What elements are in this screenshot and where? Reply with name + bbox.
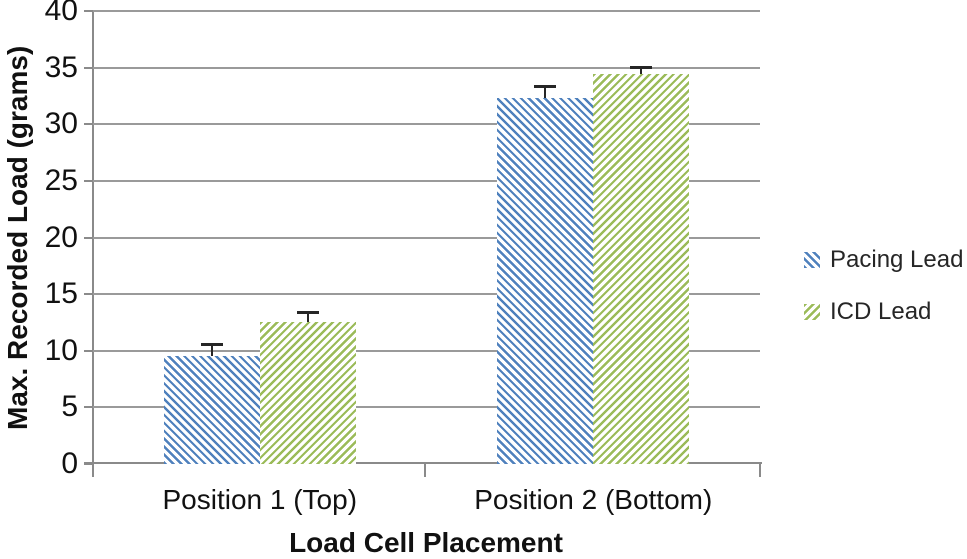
bar-pacing-lead-cat2 [497,98,594,464]
error-bar-line [210,345,213,357]
gridline-15 [93,293,760,296]
pacing-lead-hatch-swatch-icon [804,252,820,268]
y-tick-label-0: 0 [61,447,78,480]
error-bar-cap [630,65,653,69]
gridline-20 [93,236,760,239]
y-axis-tick-20 [84,236,93,239]
y-axis-tick-10 [84,349,93,352]
y-axis-tick-40 [84,10,93,12]
gridline-10 [93,349,760,352]
error-bar-cap [296,311,319,315]
icd-lead-hatch-swatch-icon [804,304,820,320]
y-axis-tick-0 [84,463,93,465]
y-axis-tick-15 [84,293,93,296]
error-bar-cap [534,84,557,88]
y-axis-tick-25 [84,179,93,182]
legend-label-pacing-lead: Pacing Lead [830,246,964,273]
y-tick-label-20: 20 [44,220,78,254]
gridline-30 [93,123,760,126]
legend-label-icd-lead: ICD Lead [830,298,932,325]
error-bar-cap [200,343,223,347]
x-axis-tick-middle [424,464,426,477]
gridline-5 [93,406,760,409]
x-axis-title: Load Cell Placement [289,527,563,558]
y-tick-label-15: 15 [44,277,78,311]
y-axis-tick-35 [84,66,93,69]
legend-item-icd-lead: ICD Lead [804,298,963,326]
x-axis-tick-right [759,464,761,477]
legend-item-pacing-lead: Pacing Lead [804,246,963,274]
x-tick-label-position-2: Position 2 (Bottom) [474,484,713,515]
bar-icd-lead-cat2 [593,74,690,464]
x-axis-line [84,462,762,464]
y-axis-tick-5 [84,406,93,409]
x-tick-label-position-1: Position 1 (Top) [162,484,358,515]
legend: Pacing Lead ICD Lead [804,246,963,350]
bar-pacing-lead-cat1 [163,356,260,464]
y-tick-label-30: 30 [44,107,78,141]
error-bar-line [640,67,643,75]
error-bar-line [544,86,547,99]
y-tick-label-35: 35 [44,50,78,84]
y-axis-tick-30 [84,123,93,126]
bar-icd-lead-cat1 [259,322,356,464]
y-tick-label-5: 5 [61,390,78,424]
gridline-25 [93,179,760,182]
y-axis-line [92,11,94,477]
error-bar-line [306,313,309,323]
y-tick-label-40: 40 [44,0,78,27]
y-tick-label-10: 10 [44,333,78,367]
gridline-40 [93,10,760,12]
plot-area [93,10,760,464]
y-tick-label-25: 25 [44,163,78,197]
gridline-35 [93,66,760,69]
